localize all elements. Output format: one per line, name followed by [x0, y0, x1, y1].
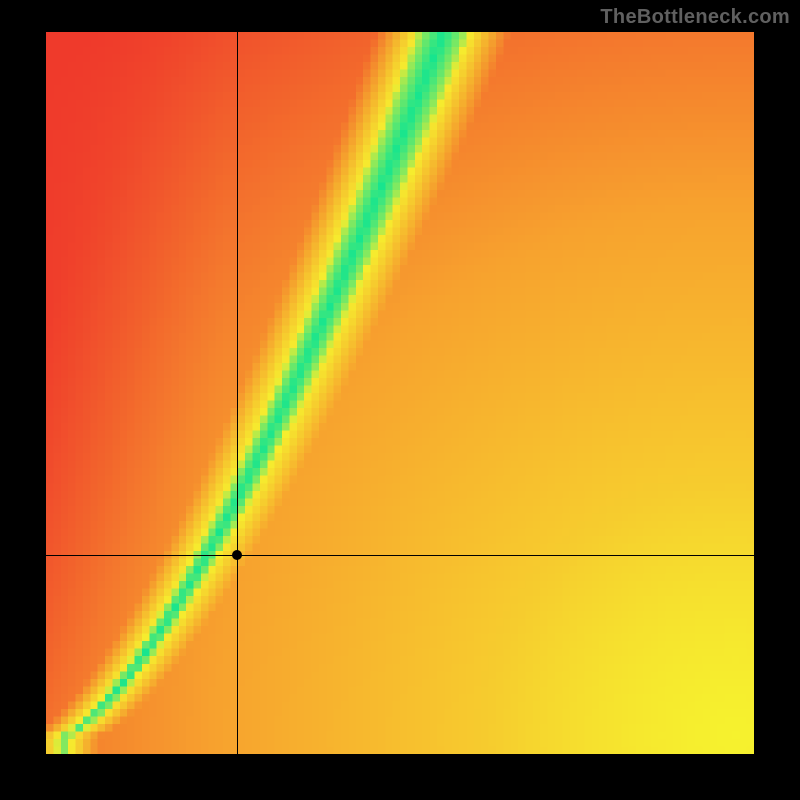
bottleneck-heatmap [46, 32, 754, 754]
crosshair-vertical [237, 32, 238, 754]
crosshair-horizontal [46, 555, 754, 556]
watermark-text: TheBottleneck.com [600, 6, 790, 29]
